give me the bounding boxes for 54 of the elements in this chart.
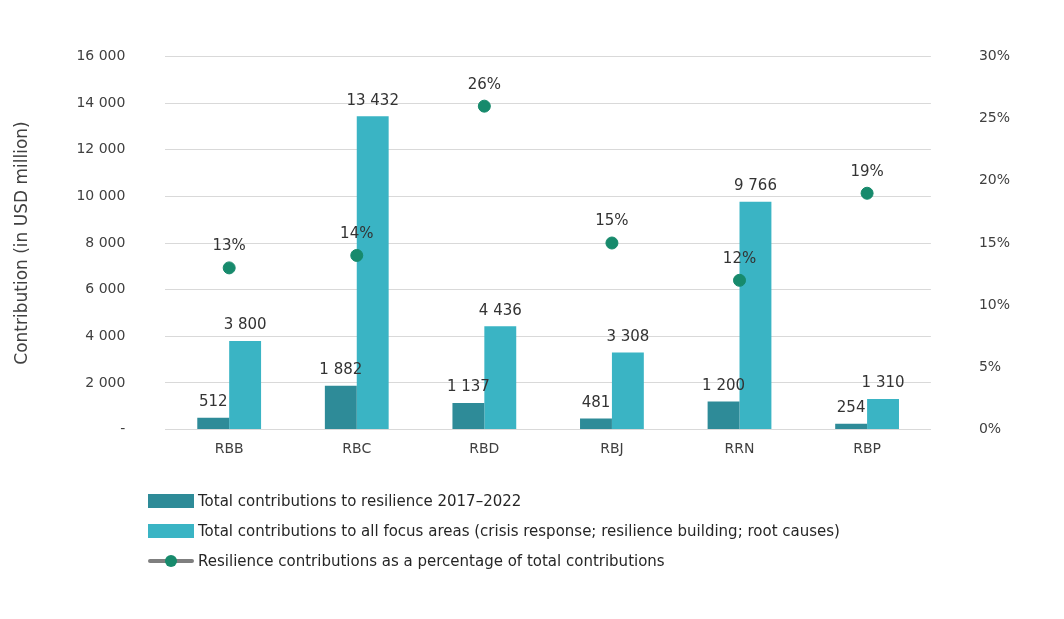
bar bbox=[835, 423, 868, 430]
y-axis-title: Contribution (in USD million) bbox=[10, 121, 31, 365]
y-tick-label: 10 000 bbox=[76, 186, 126, 203]
data-label: 512 bbox=[198, 392, 228, 411]
data-label: 15% bbox=[595, 211, 629, 230]
y-tick-label: 8 000 bbox=[85, 233, 126, 250]
data-label: 481 bbox=[581, 392, 611, 411]
x-tick-label: RRN bbox=[724, 439, 755, 456]
y2-tick-label: 30% bbox=[978, 47, 1011, 64]
point bbox=[477, 99, 491, 113]
x-tick-label: RBC bbox=[342, 439, 372, 456]
bar bbox=[229, 340, 262, 430]
y-tick-label: 12 000 bbox=[76, 140, 126, 157]
bar bbox=[867, 399, 899, 430]
data-label: 3 308 bbox=[606, 326, 650, 345]
data-label: 19% bbox=[850, 161, 884, 180]
y-tick-label: 14 000 bbox=[76, 93, 126, 110]
point bbox=[605, 236, 619, 250]
x-tick-label: RBD bbox=[469, 439, 500, 456]
y-tick-label: 4 000 bbox=[85, 326, 126, 343]
point bbox=[222, 261, 236, 275]
point bbox=[860, 186, 874, 200]
bar bbox=[580, 418, 612, 430]
y-tick-label: 6 000 bbox=[85, 280, 126, 297]
y-tick-label: - bbox=[120, 420, 126, 437]
bar bbox=[452, 403, 485, 430]
legend-label: Resilience contributions as a percentage of total contributions bbox=[198, 552, 665, 570]
legend-label: Total contributions to resilience 2017–2022 bbox=[198, 492, 522, 510]
y2-tick-label: 10% bbox=[978, 295, 1011, 312]
data-label: 1 310 bbox=[861, 373, 905, 392]
bar bbox=[197, 417, 230, 430]
data-label: 13% bbox=[212, 236, 246, 255]
y2-tick-label: 15% bbox=[978, 233, 1011, 250]
data-label: 13 432 bbox=[346, 90, 399, 109]
y-tick-label: 2 000 bbox=[85, 373, 126, 390]
data-label: 3 800 bbox=[223, 315, 267, 334]
bar bbox=[611, 352, 644, 430]
data-label: 26% bbox=[467, 74, 502, 93]
point bbox=[733, 273, 747, 287]
data-label: 9 766 bbox=[733, 176, 777, 195]
y-tick-label: 16 000 bbox=[76, 47, 126, 64]
x-tick-label: RBP bbox=[853, 439, 881, 456]
legend-label: Total contributions to all focus areas (crisis response; resilience building; root causes) bbox=[198, 522, 840, 540]
point bbox=[350, 248, 364, 262]
data-label: 254 bbox=[836, 398, 866, 417]
bar bbox=[707, 401, 740, 430]
x-tick-label: RBJ bbox=[600, 439, 624, 456]
bar bbox=[324, 385, 357, 430]
data-label: 4 436 bbox=[478, 300, 522, 319]
y2-tick-label: 20% bbox=[978, 171, 1011, 188]
y2-tick-label: 25% bbox=[978, 109, 1011, 126]
y2-tick-label: 0% bbox=[978, 420, 1002, 437]
y2-tick-label: 5% bbox=[978, 358, 1002, 375]
x-tick-label: RBB bbox=[214, 439, 244, 456]
